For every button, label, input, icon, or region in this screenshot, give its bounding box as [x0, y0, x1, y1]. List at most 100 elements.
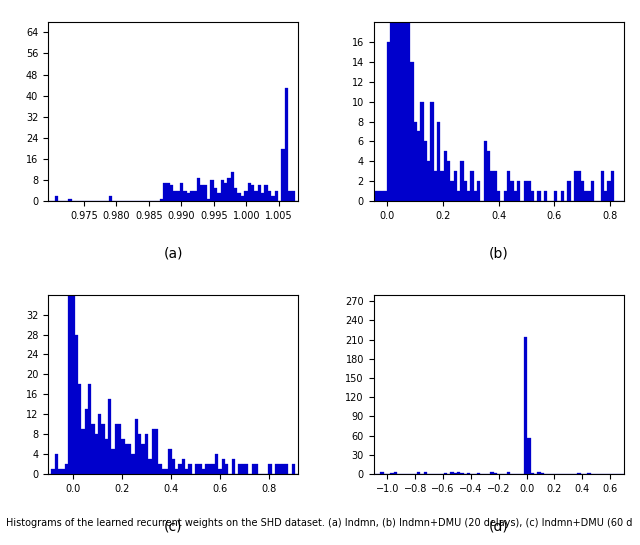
- Text: Histograms of the learned recurrent weights on the SHD dataset. (a) Indmn, (b) I: Histograms of the learned recurrent weig…: [6, 518, 633, 528]
- Bar: [507, 472, 511, 474]
- Bar: [215, 454, 218, 474]
- Bar: [55, 196, 58, 201]
- Bar: [135, 419, 138, 474]
- Bar: [255, 464, 259, 474]
- Bar: [288, 191, 292, 201]
- Bar: [152, 429, 155, 474]
- Bar: [202, 469, 205, 474]
- Bar: [165, 469, 168, 474]
- Bar: [68, 295, 72, 474]
- Bar: [394, 0, 397, 201]
- Bar: [541, 473, 544, 474]
- Bar: [125, 444, 128, 474]
- Bar: [145, 434, 148, 474]
- Bar: [544, 191, 547, 201]
- Bar: [207, 199, 211, 201]
- Bar: [507, 171, 511, 201]
- Bar: [241, 196, 244, 201]
- Bar: [390, 22, 394, 201]
- Bar: [212, 464, 215, 474]
- Bar: [374, 191, 377, 201]
- Bar: [444, 473, 447, 474]
- Bar: [430, 101, 434, 201]
- Bar: [417, 472, 420, 474]
- Bar: [242, 464, 245, 474]
- Bar: [444, 152, 447, 201]
- Bar: [92, 425, 95, 474]
- Bar: [188, 464, 191, 474]
- Bar: [567, 181, 571, 201]
- Bar: [197, 178, 200, 201]
- Bar: [238, 464, 242, 474]
- Bar: [252, 464, 255, 474]
- Bar: [88, 384, 92, 474]
- Bar: [474, 191, 477, 201]
- Bar: [65, 464, 68, 474]
- Bar: [404, 0, 407, 201]
- Bar: [447, 161, 451, 201]
- Bar: [268, 464, 272, 474]
- Bar: [413, 122, 417, 201]
- Bar: [115, 425, 118, 474]
- Bar: [168, 449, 172, 474]
- Bar: [166, 183, 170, 201]
- Bar: [611, 171, 614, 201]
- Bar: [81, 429, 84, 474]
- Bar: [511, 181, 514, 201]
- Bar: [218, 469, 221, 474]
- Bar: [161, 469, 165, 474]
- Bar: [604, 191, 607, 201]
- Bar: [477, 473, 481, 474]
- Bar: [420, 101, 424, 201]
- Bar: [584, 191, 588, 201]
- Bar: [457, 472, 460, 474]
- Bar: [383, 191, 387, 201]
- Bar: [109, 196, 112, 201]
- Bar: [487, 152, 490, 201]
- Bar: [175, 469, 178, 474]
- Bar: [424, 472, 427, 474]
- Bar: [464, 181, 467, 201]
- Bar: [111, 449, 115, 474]
- Bar: [268, 191, 271, 201]
- Bar: [224, 183, 227, 201]
- Bar: [190, 191, 193, 201]
- Bar: [200, 185, 204, 201]
- Bar: [182, 459, 185, 474]
- Bar: [517, 181, 520, 201]
- Bar: [108, 399, 111, 474]
- Bar: [95, 434, 98, 474]
- Bar: [211, 180, 214, 201]
- Bar: [72, 120, 75, 474]
- Bar: [227, 178, 230, 201]
- Bar: [524, 181, 527, 201]
- Bar: [407, 0, 410, 201]
- Bar: [497, 191, 500, 201]
- Bar: [588, 473, 591, 474]
- Bar: [387, 42, 390, 201]
- Bar: [141, 444, 145, 474]
- Bar: [292, 191, 295, 201]
- Bar: [460, 473, 464, 474]
- Bar: [427, 161, 430, 201]
- Bar: [451, 472, 454, 474]
- Bar: [380, 472, 383, 474]
- Bar: [531, 473, 534, 474]
- Bar: [264, 185, 268, 201]
- Bar: [75, 335, 78, 474]
- Bar: [537, 472, 541, 474]
- Bar: [187, 193, 190, 201]
- Bar: [68, 199, 72, 201]
- Bar: [494, 171, 497, 201]
- Bar: [128, 444, 131, 474]
- Bar: [400, 2, 404, 201]
- Bar: [84, 409, 88, 474]
- Bar: [237, 193, 241, 201]
- Text: (d): (d): [489, 519, 509, 533]
- Bar: [54, 454, 58, 474]
- Bar: [138, 434, 141, 474]
- Bar: [460, 161, 464, 201]
- Bar: [198, 464, 202, 474]
- Bar: [514, 191, 517, 201]
- Bar: [163, 183, 166, 201]
